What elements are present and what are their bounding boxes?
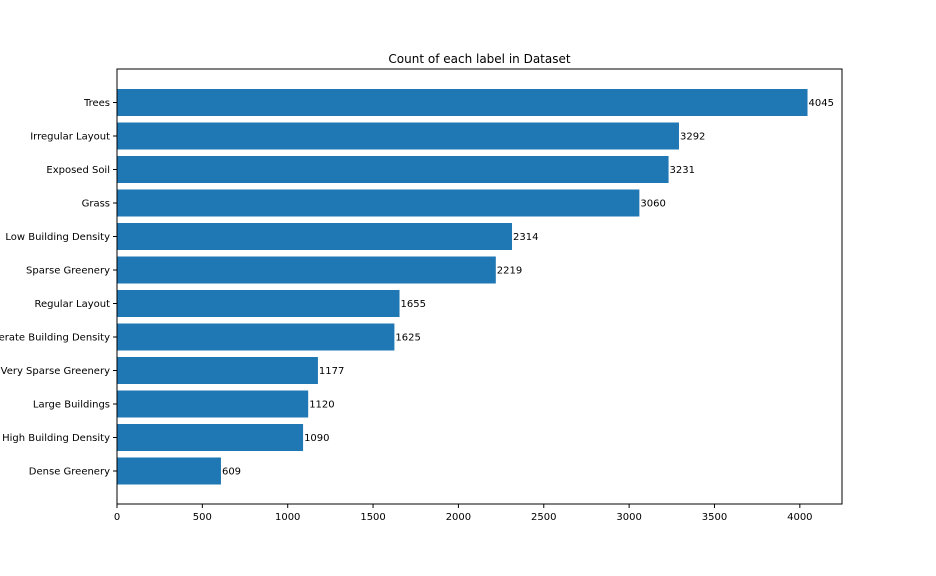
bar — [117, 156, 669, 183]
x-ticks-group: 0 500 1000 1500 2000 2500 3000 3500 4000 — [114, 504, 813, 523]
y-tick-label: Moderate Building Density — [0, 333, 110, 344]
y-tick-label: Regular Layout — [34, 299, 110, 310]
bars-group — [117, 89, 808, 485]
bar-value-label: 1090 — [304, 433, 329, 444]
x-tick-label: 3500 — [702, 512, 727, 523]
bar-value-label: 3060 — [640, 199, 665, 210]
bar — [117, 357, 318, 384]
x-tick-label: 2500 — [531, 512, 556, 523]
y-tick-label: High Building Density — [2, 433, 110, 444]
bar — [117, 390, 309, 418]
y-tick-label: Low Building Density — [5, 232, 110, 243]
bar — [117, 89, 808, 116]
bar-value-label: 1625 — [395, 333, 420, 344]
y-ticks-group: Trees Irregular Layout Exposed Soil Grass Lo… — [0, 98, 117, 478]
bar-value-label: 1120 — [309, 400, 334, 411]
bar — [117, 290, 400, 317]
chart-title: Count of each label in Dataset — [388, 52, 570, 66]
x-tick-label: 0 — [114, 512, 120, 523]
y-tick-label: Irregular Layout — [30, 132, 110, 143]
bar — [117, 424, 304, 451]
y-tick-label: Grass — [82, 199, 110, 210]
bar-value-label: 1177 — [319, 366, 344, 377]
bar — [117, 323, 395, 351]
x-tick-label: 4000 — [787, 512, 812, 523]
y-tick-label: Dense Greenery — [29, 467, 110, 478]
bar-value-label: 1655 — [401, 299, 426, 310]
bar — [117, 457, 221, 485]
bar-value-label: 2314 — [513, 232, 538, 243]
bar — [117, 122, 679, 150]
bar — [117, 256, 496, 284]
y-tick-label: Trees — [83, 98, 110, 109]
x-tick-label: 1500 — [360, 512, 385, 523]
value-labels-group: 4045 3292 3231 3060 2314 2219 1655 1625 1177 1120… — [222, 98, 834, 478]
bar — [117, 223, 513, 250]
bar-value-label: 3231 — [670, 165, 695, 176]
bar-value-label: 3292 — [680, 132, 705, 143]
x-tick-label: 3000 — [616, 512, 641, 523]
x-tick-label: 2000 — [446, 512, 471, 523]
y-tick-label: Sparse Greenery — [26, 266, 110, 277]
bar — [117, 189, 640, 217]
y-tick-label: Large Buildings — [33, 400, 110, 411]
bar-value-label: 2219 — [497, 266, 522, 277]
y-tick-label: Exposed Soil — [46, 165, 110, 176]
plot-frame — [116, 68, 843, 505]
bar-value-label: 4045 — [809, 98, 834, 109]
bar-value-label: 609 — [222, 467, 241, 478]
x-tick-label: 500 — [193, 512, 212, 523]
x-tick-label: 1000 — [275, 512, 300, 523]
y-tick-label: Very Sparse Greenery — [1, 366, 110, 377]
